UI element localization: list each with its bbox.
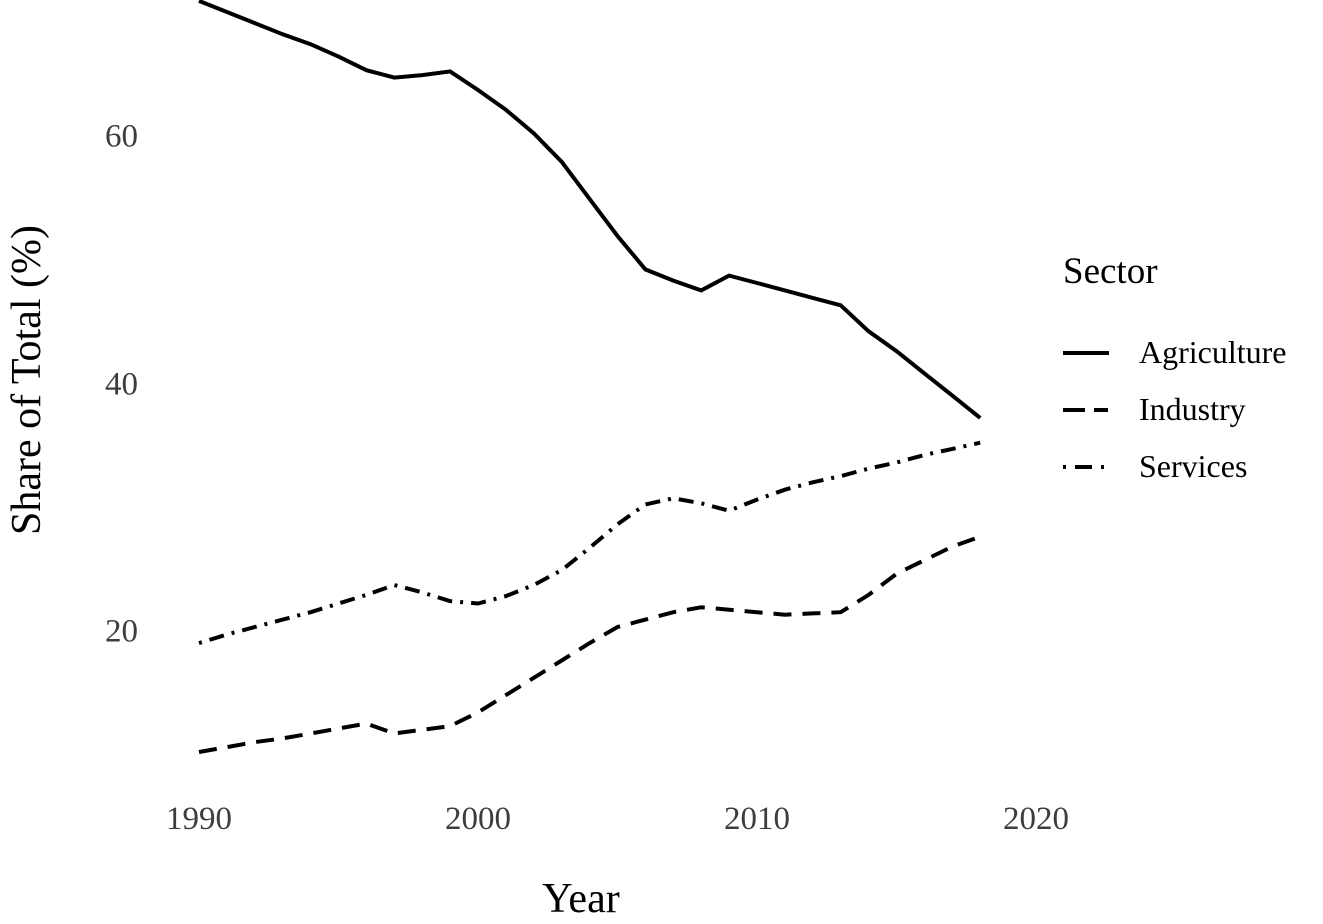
x-tick-label-2020: 2020	[1003, 801, 1069, 837]
legend-item-services: Services	[1063, 438, 1287, 495]
series-line-services	[198, 440, 981, 646]
x-tick-label-2000: 2000	[445, 801, 511, 837]
legend-title: Sector	[1063, 251, 1158, 292]
y-tick-label-40: 40	[105, 366, 138, 402]
legend: Sector Agriculture Industry Services	[1063, 250, 1287, 495]
legend-key-line-industry-icon	[1063, 407, 1109, 412]
legend-label-industry: Industry	[1139, 391, 1246, 428]
x-tick-label-2010: 2010	[724, 801, 790, 837]
legend-items: Agriculture Industry Services	[1063, 324, 1287, 495]
legend-key-line-services-icon	[1063, 464, 1109, 469]
legend-label-services: Services	[1139, 448, 1248, 485]
x-axis-title: Year	[542, 876, 620, 922]
series-line-industry	[198, 534, 981, 754]
legend-key-line-agriculture-icon	[1063, 350, 1109, 355]
y-tick-label-20: 20	[105, 613, 138, 650]
y-tick-label-60: 60	[105, 118, 138, 155]
series-line-agriculture	[198, 0, 982, 420]
legend-label-agriculture: Agriculture	[1139, 334, 1287, 371]
x-tick-label-1990: 1990	[166, 801, 232, 837]
legend-item-agriculture: Agriculture	[1063, 324, 1287, 381]
legend-item-industry: Industry	[1063, 381, 1287, 438]
